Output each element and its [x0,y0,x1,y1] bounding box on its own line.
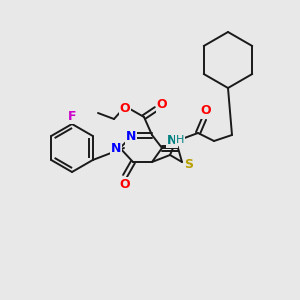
Text: N: N [111,142,121,154]
Text: O: O [201,104,211,118]
Text: F: F [68,110,76,122]
Text: N: N [126,130,136,143]
Text: O: O [157,98,167,112]
Text: O: O [120,178,130,190]
Text: N: N [167,134,177,146]
Text: H: H [176,135,184,145]
Text: S: S [184,158,194,170]
Text: O: O [120,103,130,116]
